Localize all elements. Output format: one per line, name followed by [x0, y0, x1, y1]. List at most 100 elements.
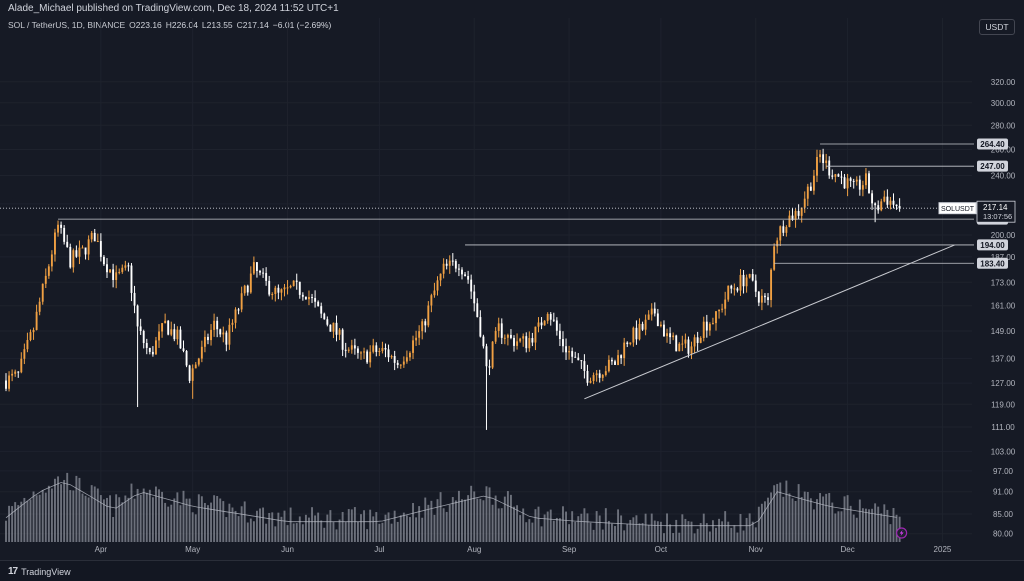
price-tick-label: 149.00 — [991, 327, 1016, 336]
candle-body — [549, 314, 552, 320]
candle-body — [124, 265, 127, 268]
candle-body — [797, 211, 800, 216]
candle-body — [522, 336, 525, 339]
volume-bar — [503, 496, 506, 542]
candle-body — [776, 240, 779, 247]
candle-body — [255, 262, 258, 271]
candle-body — [243, 285, 246, 294]
volume-bar — [356, 521, 359, 542]
last-price-badge — [976, 200, 1016, 223]
candle-body — [32, 329, 35, 333]
candle-body — [705, 321, 708, 331]
volume-bar — [770, 492, 773, 542]
volume-bar — [20, 501, 23, 542]
level-badge-label: 194.00 — [980, 241, 1005, 250]
candle-body — [730, 285, 733, 289]
candle-body — [892, 200, 895, 205]
price-badges: 264.40247.00210.00194.00183.40SOLUSDT217… — [896, 138, 1016, 539]
volume-bar — [243, 501, 246, 542]
price-tick-label: 127.00 — [991, 379, 1016, 388]
volume-bar — [164, 502, 167, 542]
candle-body — [886, 196, 889, 205]
volume-bar — [259, 508, 261, 542]
volume-bar — [601, 529, 604, 542]
candle-body — [445, 263, 448, 266]
time-tick-label: 2025 — [934, 545, 952, 554]
volume-bar — [390, 523, 393, 542]
candle-body — [145, 342, 148, 348]
time-tick-label: May — [185, 545, 200, 554]
volume-bar — [558, 518, 561, 542]
volume-bar — [176, 492, 179, 542]
currency-button[interactable]: USDT — [979, 19, 1015, 35]
volume-bar — [124, 495, 127, 542]
candle-body — [794, 211, 797, 220]
symbol-tag-label: SOLUSDT — [941, 206, 975, 213]
volume-bar — [644, 513, 647, 542]
volume-bar — [497, 508, 500, 542]
candle-body — [840, 176, 843, 178]
candle-body — [779, 226, 782, 241]
volume-bar — [427, 504, 430, 542]
volume-bar — [298, 516, 301, 542]
candle-body — [304, 296, 307, 300]
volume-bar — [549, 509, 552, 542]
volume-bar — [139, 494, 142, 542]
volume-bar — [543, 514, 546, 542]
volume-bar — [669, 524, 672, 542]
volume-bar — [335, 529, 338, 542]
publisher-header: Alade_Michael published on TradingView.c… — [8, 3, 339, 14]
candle-body — [96, 241, 99, 243]
candle-body — [693, 337, 696, 347]
candle-body — [320, 306, 323, 314]
candle-body — [803, 198, 806, 208]
candle-body — [635, 327, 638, 340]
volume-bar — [326, 514, 329, 542]
candle-body — [724, 299, 727, 309]
volume-bar — [880, 513, 883, 542]
volume-bar — [702, 513, 705, 542]
candle-body — [623, 342, 626, 359]
candle-body — [534, 326, 537, 343]
candle-body — [546, 314, 549, 321]
volume-bar — [133, 498, 136, 542]
symbol-name[interactable]: SOL / TetherUS, 1D, BINANCE — [8, 20, 126, 30]
candle-body — [314, 298, 317, 302]
volume-bar — [402, 512, 405, 542]
volume-bar — [127, 497, 130, 542]
volume-bar — [861, 508, 864, 542]
support-trendline — [584, 244, 955, 400]
volume-bar — [586, 513, 589, 542]
price-tick-label: 111.00 — [991, 423, 1015, 432]
candle-body — [47, 266, 50, 276]
volume-bar — [142, 488, 145, 542]
volume-bar — [44, 492, 47, 542]
volume-bar — [871, 508, 874, 542]
level-badge — [977, 257, 1008, 269]
volume-bar — [366, 529, 369, 542]
candle-body — [519, 338, 522, 342]
candle-body — [265, 273, 268, 281]
candle-body — [41, 283, 44, 302]
candle-body — [672, 335, 675, 338]
volume-bar — [286, 525, 289, 542]
volume-bar — [347, 509, 350, 542]
volume-bar — [323, 527, 326, 542]
candle-body — [433, 290, 436, 296]
price-axis[interactable]: 80.00 85.00 91.00 97.00 103.00 111.00 119.00 12… — [991, 78, 1016, 539]
volume-bar — [271, 512, 274, 542]
close-label: C — [236, 20, 243, 30]
candle-body — [751, 274, 754, 281]
volume-bar — [228, 503, 231, 542]
volume-bar — [721, 521, 724, 542]
volume-bar — [265, 523, 268, 542]
last-price-value: 217.14 — [983, 203, 1008, 212]
time-axis[interactable]: Apr May Jun Jul Aug Sep Oct Nov Dec 2025 — [95, 545, 952, 554]
volume-bar — [828, 493, 831, 542]
candle-body — [562, 339, 564, 347]
volume-bar — [464, 499, 466, 542]
volume-bar — [353, 507, 356, 542]
tradingview-brand[interactable]: 17 TradingView — [8, 566, 71, 577]
candle-body — [629, 342, 632, 345]
price-chart[interactable]: 80.00 85.00 91.00 97.00 103.00 111.00 119.00 12… — [0, 0, 1024, 560]
